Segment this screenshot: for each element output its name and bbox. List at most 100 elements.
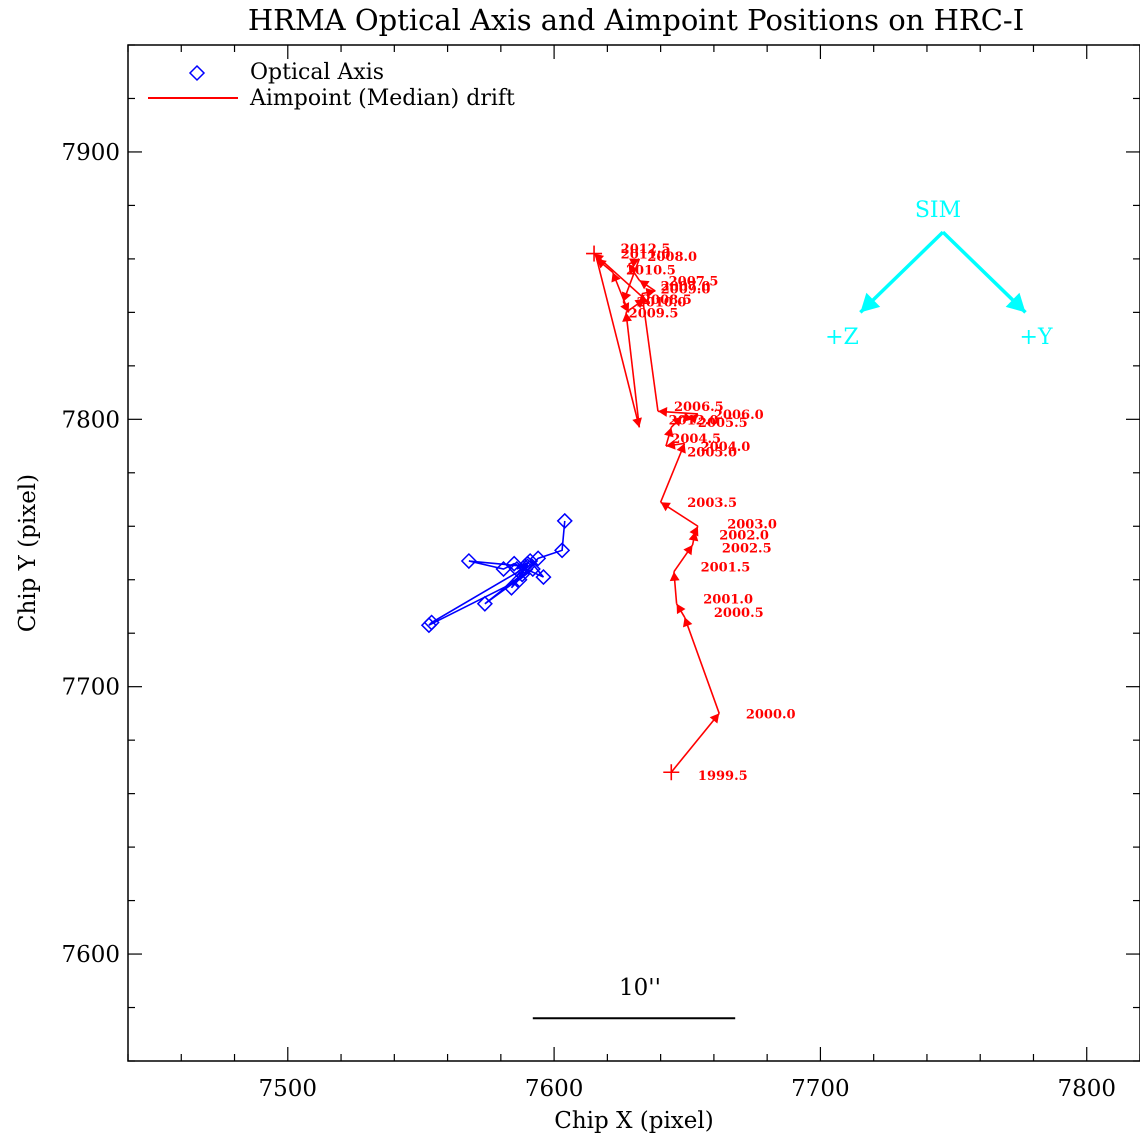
year-label: 2007.5 xyxy=(669,274,719,289)
aimpoint-arrow xyxy=(660,502,671,512)
year-label: 2003.0 xyxy=(727,518,777,533)
sim-arrow-z xyxy=(859,230,945,314)
aimpoint-arrow xyxy=(672,416,682,427)
optical-axis-point xyxy=(535,569,552,586)
x-tick-label: 7700 xyxy=(791,1076,850,1102)
aimpoint-arrow xyxy=(689,526,699,537)
x-tick-label: 7600 xyxy=(525,1076,584,1102)
aimpoint-segment xyxy=(641,293,659,412)
aimpoint-arrow xyxy=(665,439,676,450)
year-label: 2002.5 xyxy=(722,542,772,557)
sim-plus-y-label: +Y xyxy=(1020,325,1053,350)
chart-title: HRMA Optical Axis and Aimpoint Positions… xyxy=(248,3,1024,37)
aimpoint-arrow xyxy=(682,617,693,628)
axis-ticks xyxy=(127,44,1140,1062)
scale-bar-label: 10'' xyxy=(619,975,661,1001)
aimpoint-arrow xyxy=(611,272,621,283)
optical-axis-point xyxy=(476,595,493,612)
year-label: 2002.0 xyxy=(719,528,769,543)
aimpoint-segment xyxy=(670,712,720,773)
scale-bar: 10'' xyxy=(532,975,736,1020)
optical-axis-point xyxy=(519,558,536,575)
aimpoint-arrow xyxy=(628,264,638,275)
axis-tick-labels: 7500 7600 7700 7800 7600 7700 7800 7900 xyxy=(61,140,1116,1102)
sim-indicator: SIM +Z +Y xyxy=(825,198,1053,350)
year-label: 2006.0 xyxy=(714,408,764,423)
optical-axis-point xyxy=(554,542,571,559)
y-tick-label: 7600 xyxy=(61,942,120,968)
legend-label-aimpoint: Aimpoint (Median) drift xyxy=(249,86,515,111)
legend: Optical Axis Aimpoint (Median) drift xyxy=(148,60,515,111)
year-label: 2008.5 xyxy=(642,293,692,308)
optical-axis-point xyxy=(460,552,477,570)
aimpoint-arrow xyxy=(645,287,656,298)
optical-axis-point xyxy=(423,614,440,631)
aimpoint-arrow xyxy=(709,713,720,724)
optical-axis-point xyxy=(495,560,512,578)
year-label: 2012.5 xyxy=(621,242,671,257)
year-label: 2000.0 xyxy=(746,707,796,722)
aimpoint-segment xyxy=(593,252,646,300)
year-label: 2000.5 xyxy=(714,606,764,621)
sim-label: SIM xyxy=(915,198,961,223)
sim-arrow-y-head xyxy=(1005,292,1026,313)
year-label: 1999.5 xyxy=(698,769,748,784)
aimpoint-arrow xyxy=(669,571,680,582)
optical-axis-point xyxy=(506,555,523,572)
x-tick-label: 7800 xyxy=(1057,1076,1116,1102)
year-label: 2008.0 xyxy=(647,250,697,265)
optical-axis-series xyxy=(420,512,573,634)
y-tick-label: 7900 xyxy=(61,140,120,166)
aimpoint-segment xyxy=(595,258,641,428)
aimpoint-segment xyxy=(625,312,641,428)
aimpoint-arrow xyxy=(682,412,693,422)
year-label: 2006.5 xyxy=(674,400,724,415)
sim-arrow-z-head xyxy=(860,292,881,313)
aimpoint-arrow xyxy=(676,603,686,615)
sim-plus-z-label: +Z xyxy=(825,325,859,350)
optical-axis-point xyxy=(524,560,541,578)
year-label: 2003.5 xyxy=(687,496,737,511)
aimpoint-arrow xyxy=(594,253,605,264)
year-label: 2004.0 xyxy=(701,440,751,455)
year-label: 2001.0 xyxy=(703,592,753,607)
y-tick-label: 7800 xyxy=(61,407,120,433)
year-label: 2012.0 xyxy=(669,413,719,428)
x-tick-label: 7500 xyxy=(259,1076,318,1102)
year-label: 2007.0 xyxy=(661,280,711,295)
x-axis-label: Chip X (pixel) xyxy=(554,1108,713,1134)
aimpoint-drift-series xyxy=(586,245,720,781)
year-label: 2010.0 xyxy=(637,296,687,311)
aimpoint-arrow xyxy=(629,258,640,268)
aimpoint-arrow xyxy=(632,417,642,428)
aimpoint-arrow xyxy=(664,427,674,438)
year-label: 2011.0 xyxy=(621,248,671,263)
y-axis-label: Chip Y (pixel) xyxy=(15,474,41,632)
year-label: 2005.5 xyxy=(698,416,748,431)
sim-arrow-y xyxy=(941,230,1027,314)
plot-frame xyxy=(127,44,1140,1062)
aimpoint-arrow xyxy=(683,544,693,556)
year-label: 2005.0 xyxy=(687,445,737,460)
optical-axis-point xyxy=(556,512,573,529)
aimpoint-arrow xyxy=(596,258,607,269)
year-label: 2009.5 xyxy=(629,306,679,321)
aimpoint-arrow xyxy=(657,406,668,417)
optical-axis-line xyxy=(428,520,566,626)
aimpoint-arrow xyxy=(622,312,632,322)
aimpoint-arrow xyxy=(639,280,650,290)
year-label: 2004.5 xyxy=(671,432,721,447)
aimpoint-segment xyxy=(659,443,686,503)
optical-axis-point xyxy=(516,558,533,575)
legend-label-optical-axis: Optical Axis xyxy=(250,60,384,85)
optical-axis-point xyxy=(511,571,528,588)
year-label: 2001.5 xyxy=(701,560,751,575)
aimpoint-segment xyxy=(683,616,720,714)
optical-axis-point xyxy=(503,579,520,596)
aimpoint-arrow xyxy=(676,443,686,454)
y-tick-label: 7700 xyxy=(61,675,120,701)
year-label: 2010.5 xyxy=(626,264,676,279)
aimpoint-arrow xyxy=(634,299,645,309)
